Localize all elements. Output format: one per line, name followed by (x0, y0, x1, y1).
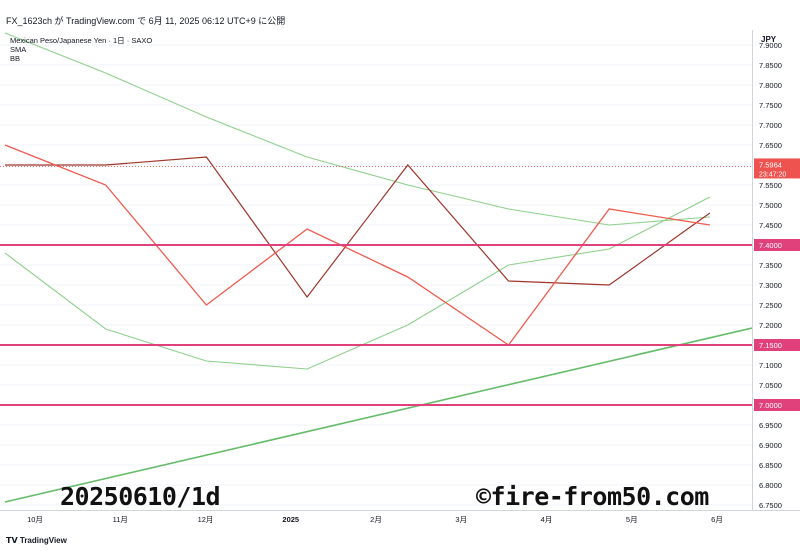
time-tick-label: 3月 (455, 515, 467, 524)
watermark-site: ©fire-from50.com (476, 482, 709, 511)
bar-countdown: 23:47:20 (759, 171, 786, 178)
chart-area[interactable] (0, 30, 753, 510)
time-tick-label: 2月 (370, 515, 382, 524)
price-tick-label: 6.9500 (759, 421, 782, 430)
time-tick-label: 12月 (198, 515, 214, 524)
tradingview-brand-label: TradingView (19, 536, 67, 545)
price-tick-label: 7.5000 (759, 201, 782, 210)
time-tick-label: 11月 (113, 515, 128, 524)
currency-label: JPY (761, 35, 777, 44)
price-tick-label: 6.7500 (759, 501, 782, 510)
price-tick-label: 6.9000 (759, 441, 782, 450)
price-tick-label: 7.2500 (759, 301, 782, 310)
level-price-tag-label: 7.1500 (759, 341, 782, 350)
price-tick-label: 7.1000 (759, 361, 782, 370)
price-tick-label: 7.9000 (759, 41, 782, 50)
price-tick-label: 7.3500 (759, 261, 782, 270)
last-price-value: 7.5964 (759, 160, 782, 169)
time-axis-scale[interactable]: 10月 11月 12月 2025 2月 3月 4月 5月 6月 (0, 511, 800, 527)
tradingview-brand[interactable]: 𝗧𝗩 TradingView (6, 536, 67, 545)
price-tick-label: 7.3000 (759, 281, 782, 290)
footer: 𝗧𝗩 TradingView (0, 528, 800, 560)
price-tick-label: 7.0500 (759, 381, 782, 390)
watermark-date: 20250610/1d (60, 482, 221, 511)
price-chart[interactable] (0, 30, 753, 510)
bb-basis-line (5, 156, 711, 299)
price-tick-label: 7.6500 (759, 141, 782, 150)
level-price-tag (754, 399, 800, 411)
price-tick-label: 7.4500 (759, 221, 782, 230)
legend-indicator-sma[interactable]: SMA (10, 45, 27, 54)
level-price-tag-label: 7.0000 (759, 401, 782, 410)
price-axis[interactable]: 7.90007.85007.80007.75007.70007.65007.60… (752, 30, 800, 510)
trend-line (4, 327, 753, 503)
level-price-tag (754, 339, 800, 351)
time-tick-label: 4月 (541, 515, 553, 524)
time-axis[interactable]: 10月 11月 12月 2025 2月 3月 4月 5月 6月 (0, 510, 800, 527)
chart-legend: Mexican Peso/Japanese Yen · 1日 · SAXO SM… (10, 36, 152, 63)
level-price-tag-label: 7.4000 (759, 241, 782, 250)
price-tick-label: 6.8500 (759, 461, 782, 470)
level-price-tag (754, 239, 800, 251)
last-price-tag (754, 158, 800, 179)
price-tick-label: 7.7000 (759, 121, 782, 130)
bb-lower-line (4, 196, 711, 370)
price-tick-label: 7.5500 (759, 181, 782, 190)
time-tick-label: 5月 (626, 515, 638, 524)
price-axis-scale[interactable]: 7.90007.85007.80007.75007.70007.65007.60… (753, 30, 800, 510)
chart-header: FX_1623ch が TradingView.com で 6月 11, 202… (0, 0, 800, 30)
bb-upper-line (4, 32, 710, 226)
legend-indicator-bb[interactable]: BB (10, 54, 21, 63)
price-tick-label: 7.8500 (759, 61, 782, 70)
time-tick-label: 2025 (282, 515, 299, 524)
sma-line (4, 144, 711, 346)
price-tick-label: 7.7500 (759, 101, 782, 110)
price-tick-label: 6.8000 (759, 481, 782, 490)
price-tick-label: 7.2000 (759, 321, 782, 330)
price-tick-label: 7.8000 (759, 81, 782, 90)
time-tick-label: 6月 (711, 515, 723, 524)
legend-symbol[interactable]: Mexican Peso/Japanese Yen · 1日 · SAXO (10, 36, 153, 45)
time-tick-label: 10月 (27, 515, 43, 524)
publisher-line: FX_1623ch が TradingView.com で 6月 11, 202… (6, 16, 286, 26)
tradingview-logo-icon: 𝗧𝗩 (6, 536, 20, 545)
